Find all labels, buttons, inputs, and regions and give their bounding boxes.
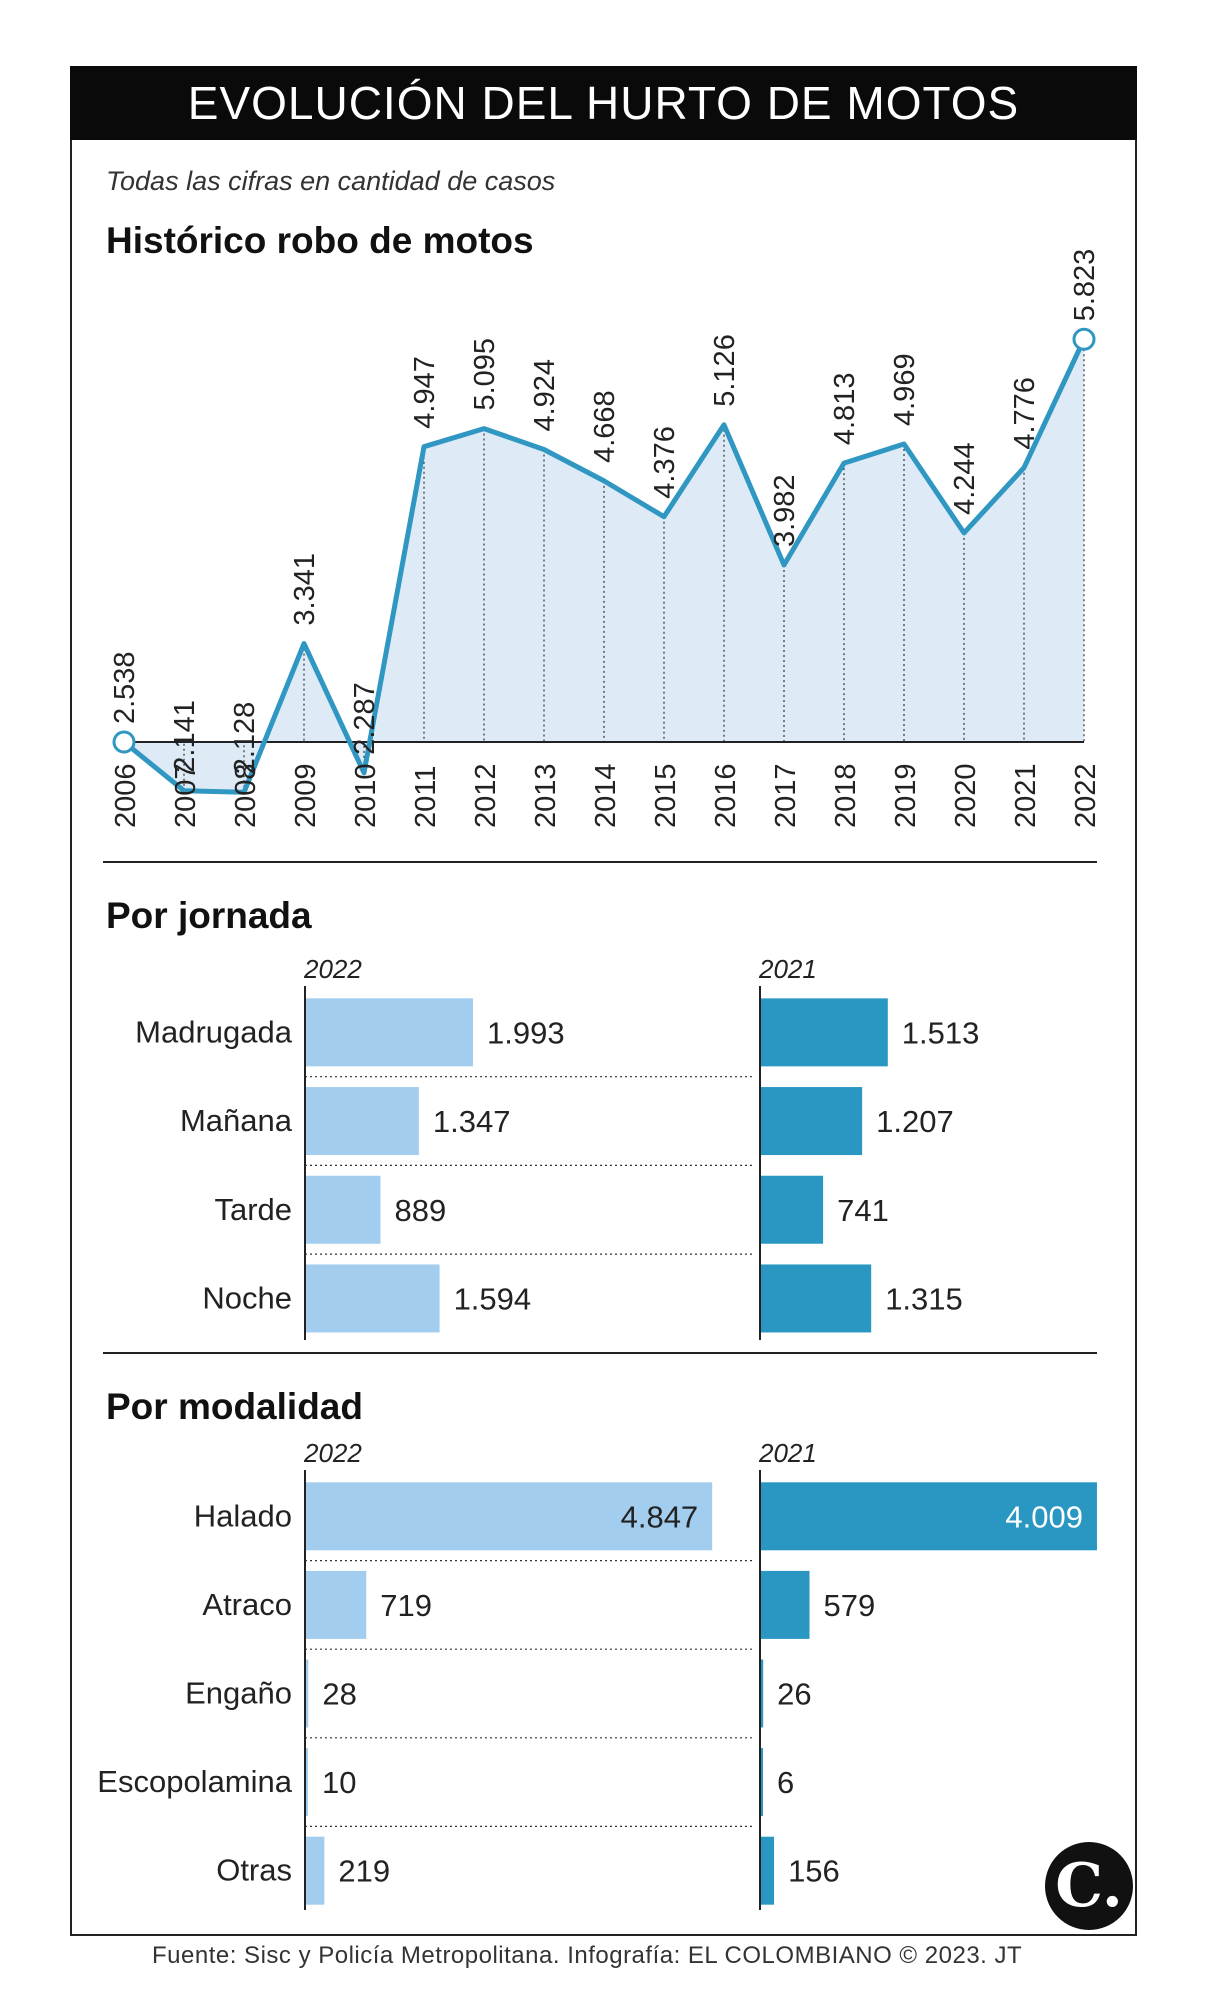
bar-value-label: 156 xyxy=(788,1854,840,1889)
line-chart-title: Histórico robo de motos xyxy=(106,220,534,261)
source-credit: Fuente: Sisc y Policía Metropolitana. In… xyxy=(152,1942,1023,1969)
x-tick-label: 2020 xyxy=(950,763,982,828)
x-tick-label: 2022 xyxy=(1070,763,1102,828)
series-year-label: 2021 xyxy=(758,954,817,984)
category-label: Escopolamina xyxy=(97,1764,292,1799)
data-label: 4.813 xyxy=(829,373,861,446)
data-label: 5.126 xyxy=(709,334,741,407)
x-tick-label: 2021 xyxy=(1010,763,1042,828)
bar xyxy=(761,1264,872,1333)
data-label: 4.947 xyxy=(409,356,441,429)
infographic-title: EVOLUCIÓN DEL HURTO DE MOTOS xyxy=(70,66,1137,140)
bar-value-label: 6 xyxy=(777,1765,794,1800)
bar-value-label: 1.594 xyxy=(454,1281,532,1316)
bar-value-label: 4.847 xyxy=(621,1499,699,1534)
el-colombiano-logo: C. xyxy=(1045,1842,1133,1930)
bar-value-label: 26 xyxy=(777,1677,811,1712)
bar xyxy=(761,1482,1097,1551)
data-label: 3.982 xyxy=(769,474,801,547)
bar xyxy=(761,1087,863,1156)
bar xyxy=(306,998,474,1067)
bar xyxy=(761,1570,810,1639)
bar xyxy=(761,1748,763,1817)
category-label: Noche xyxy=(202,1280,292,1315)
bar xyxy=(306,1748,308,1817)
data-label: 4.776 xyxy=(1009,377,1041,450)
bar-value-label: 1.207 xyxy=(876,1104,954,1139)
x-tick-label: 2008 xyxy=(230,763,262,828)
bar-value-label: 719 xyxy=(380,1588,432,1623)
category-label: Halado xyxy=(194,1498,292,1533)
section-divider xyxy=(103,861,1097,863)
data-label: 2.538 xyxy=(109,651,141,724)
x-tick-label: 2017 xyxy=(770,763,802,828)
category-label: Mañana xyxy=(180,1103,293,1138)
jornada-bar-chart: 2022 2021 Madrugada 1.993 1.513 Mañana 1.347 1.… xyxy=(135,954,980,1340)
x-tick-label: 2013 xyxy=(530,763,562,828)
units-note: Todas las cifras en cantidad de casos xyxy=(106,166,556,196)
data-label: 2.287 xyxy=(349,682,381,755)
data-label: 2.141 xyxy=(169,700,201,773)
bar-value-label: 28 xyxy=(322,1677,356,1712)
bar xyxy=(306,1175,381,1244)
category-label: Engaño xyxy=(185,1676,292,1711)
x-tick-label: 2007 xyxy=(170,763,202,828)
bar-value-label: 579 xyxy=(824,1588,876,1623)
x-tick-label: 2010 xyxy=(350,763,382,828)
bar-value-label: 219 xyxy=(338,1854,390,1889)
bar-value-label: 741 xyxy=(837,1193,889,1228)
x-tick-label: 2012 xyxy=(470,763,502,828)
historic-line-chart: 2.538 2.141 2.128 3.341 2.287 4.947 5.095 4.924… xyxy=(109,249,1102,828)
x-tick-label: 2006 xyxy=(110,763,142,828)
infographic-frame xyxy=(70,66,1137,1936)
series-line xyxy=(122,338,1087,795)
data-label: 5.095 xyxy=(469,338,501,411)
x-tick-label: 2011 xyxy=(410,766,442,828)
x-tick-label: 2018 xyxy=(830,763,862,828)
bar xyxy=(306,1482,713,1551)
bar-value-label: 1.315 xyxy=(885,1281,963,1316)
x-tick-label: 2015 xyxy=(650,763,682,828)
bar xyxy=(761,998,888,1067)
section-divider xyxy=(103,1352,1097,1354)
bar-value-label: 4.009 xyxy=(1005,1499,1083,1534)
bar xyxy=(306,1264,440,1333)
x-tick-label: 2016 xyxy=(710,763,742,828)
bar xyxy=(306,1087,419,1156)
bar-value-label: 1.347 xyxy=(433,1104,511,1139)
bar-value-label: 10 xyxy=(322,1765,356,1800)
data-label: 4.244 xyxy=(949,442,981,515)
data-label: 4.969 xyxy=(889,353,921,426)
modalidad-chart-title: Por modalidad xyxy=(106,1386,363,1427)
bar xyxy=(761,1175,824,1244)
data-label: 5.823 xyxy=(1069,249,1101,322)
modalidad-bar-chart: 2022 2021 Halado 4.847 4.009 Atraco 719 579 Enga… xyxy=(97,1438,1097,1910)
x-tick-label: 2014 xyxy=(590,763,622,828)
series-year-label: 2021 xyxy=(758,1438,817,1468)
category-label: Atraco xyxy=(202,1587,292,1622)
bar xyxy=(761,1836,775,1905)
bar xyxy=(306,1659,309,1728)
data-label: 4.668 xyxy=(589,390,621,463)
highlight-point xyxy=(112,730,136,754)
category-label: Otras xyxy=(216,1853,292,1888)
x-tick-label: 2019 xyxy=(890,763,922,828)
bar xyxy=(306,1836,325,1905)
data-label: 2.128 xyxy=(229,702,261,775)
bar-value-label: 1.513 xyxy=(902,1015,980,1050)
data-label: 3.341 xyxy=(289,553,321,626)
bar-value-label: 889 xyxy=(394,1193,446,1228)
series-year-label: 2022 xyxy=(303,1438,362,1468)
jornada-chart-title: Por jornada xyxy=(106,895,312,936)
category-label: Tarde xyxy=(214,1192,292,1227)
category-label: Madrugada xyxy=(135,1014,293,1049)
bar xyxy=(761,1659,764,1728)
series-year-label: 2022 xyxy=(303,954,362,984)
data-label: 4.924 xyxy=(529,359,561,432)
highlight-point xyxy=(1072,327,1096,351)
data-label: 4.376 xyxy=(649,426,681,499)
x-tick-label: 2009 xyxy=(290,763,322,828)
bar xyxy=(306,1570,367,1639)
bar-value-label: 1.993 xyxy=(487,1015,565,1050)
